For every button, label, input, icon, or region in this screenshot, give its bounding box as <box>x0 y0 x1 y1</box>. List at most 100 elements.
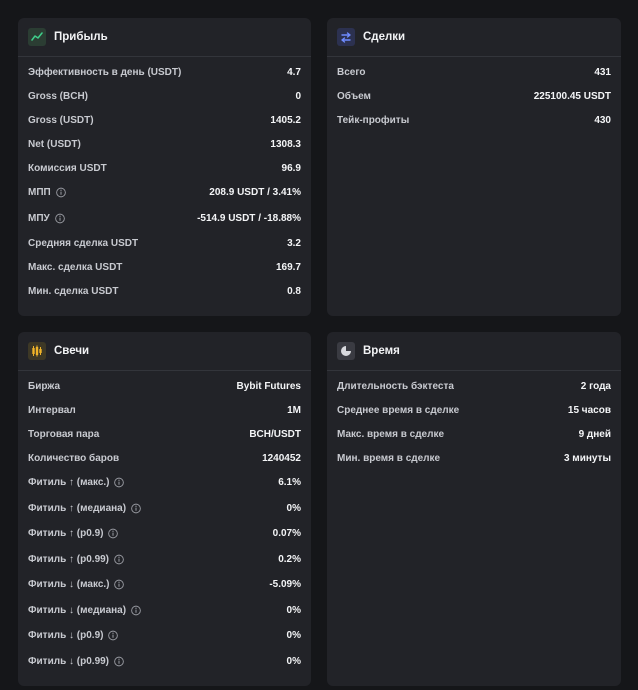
stat-label: Фитиль ↑ (медиана) <box>28 503 141 514</box>
stat-value: 225100.45 USDT <box>533 90 611 102</box>
stat-value: 0% <box>286 630 301 642</box>
stat-label-text: Фитиль ↑ (p0.9) <box>28 528 104 540</box>
stat-row: Биржа Bybit Futures <box>18 374 311 398</box>
info-icon[interactable] <box>55 187 66 198</box>
stat-row: Фитиль ↓ (медиана) 0% <box>18 598 311 624</box>
time-rows: Длительность бэктеста 2 года Среднее время… <box>327 371 621 470</box>
stat-label-text: Gross (BCH) <box>28 90 89 102</box>
stat-label: Макс. время в сделке <box>337 429 444 440</box>
info-icon[interactable] <box>108 528 119 539</box>
stat-row: Объем 225100.45 USDT <box>327 84 621 108</box>
stat-value: 430 <box>594 114 611 126</box>
stat-label: Торговая пара <box>28 429 99 440</box>
profit-title: Прибыль <box>54 31 108 43</box>
stat-label-text: Фитиль ↑ (медиана) <box>28 502 127 514</box>
stat-row: Фитиль ↓ (p0.9) 0% <box>18 623 311 649</box>
stat-label: Количество баров <box>28 453 119 464</box>
stat-row: Gross (BCH) 0 <box>18 84 311 108</box>
stat-value: 9 дней <box>578 428 611 440</box>
stat-row: Мин. сделка USDT 0.8 <box>18 279 311 303</box>
stat-label-text: Мин. время в сделке <box>337 452 441 464</box>
stat-label: Фитиль ↑ (p0.9) <box>28 528 119 540</box>
stat-label-text: Макс. сделка USDT <box>28 261 123 273</box>
stat-label: Фитиль ↑ (p0.99) <box>28 554 124 565</box>
stat-label: Мин. время в сделке <box>337 453 440 464</box>
stat-label-text: Фитиль ↓ (медиана) <box>28 604 127 616</box>
stat-label-text: Тейк-профиты <box>337 114 410 126</box>
info-icon[interactable] <box>114 656 124 667</box>
stat-row: Фитиль ↓ (p0.99) 0% <box>18 649 311 675</box>
stat-value: Bybit Futures <box>236 380 301 392</box>
stat-row: Фитиль ↑ (макс.) 6.1% <box>18 470 311 496</box>
info-icon[interactable] <box>114 477 125 488</box>
stat-row: Фитиль ↑ (p0.9) 0.07% <box>18 521 311 547</box>
time-card: Время Длительность бэктеста 2 года Среднее… <box>327 332 621 686</box>
stat-row: Комиссия USDT 96.9 <box>18 156 311 180</box>
candles-card-header: Свечи <box>18 332 311 371</box>
stat-label-text: Торговая пара <box>28 428 100 440</box>
stat-value: 169.7 <box>275 261 301 273</box>
stat-value: 2 года <box>580 380 611 392</box>
stat-value: 0.07% <box>272 528 301 540</box>
stat-value: 0.8 <box>287 285 301 297</box>
stat-label-text: Интервал <box>28 404 76 416</box>
stat-row: Среднее время в сделке 15 часов <box>327 398 621 422</box>
profit-rows: Эффективность в день (USDT) 4.7 Gross (BCH… <box>18 57 311 303</box>
info-icon[interactable] <box>108 630 119 641</box>
stat-row: Интервал 1M <box>18 398 311 422</box>
stat-label: МПП <box>28 187 66 198</box>
stat-label-text: Макс. время в сделке <box>337 428 445 440</box>
stat-label: Средняя сделка USDT <box>28 238 138 249</box>
stat-value: 1M <box>287 404 301 416</box>
deals-title: Сделки <box>363 31 406 43</box>
stat-value: 0 <box>295 90 301 102</box>
stat-value: 208.9 USDT / 3.41% <box>209 187 301 199</box>
stat-row: Gross (USDT) 1405.2 <box>18 108 311 132</box>
stat-label-text: Фитиль ↓ (макс.) <box>28 579 110 591</box>
stat-label-text: Фитиль ↑ (p0.99) <box>28 553 110 565</box>
stat-label-text: Длительность бэктеста <box>337 380 454 392</box>
stat-label-text: Всего <box>337 66 366 78</box>
stat-label-text: Количество баров <box>28 452 120 464</box>
stat-value: 15 часов <box>567 404 611 416</box>
stat-value: 6.1% <box>278 477 301 489</box>
info-icon[interactable] <box>131 605 141 616</box>
deals-card: Сделки Всего 431 Объем 225100.45 USDT Тейк-п… <box>327 18 621 316</box>
stat-row: МПП 208.9 USDT / 3.41% <box>18 180 311 206</box>
stat-value: 3.2 <box>287 237 301 249</box>
stat-label: Фитиль ↓ (p0.9) <box>28 630 119 641</box>
stat-label: МПУ <box>28 213 65 224</box>
info-icon[interactable] <box>114 579 125 590</box>
stat-label-text: Gross (USDT) <box>28 114 94 126</box>
stat-row: Фитиль ↑ (p0.99) 0.2% <box>18 547 311 573</box>
profit-card-header: Прибыль <box>18 18 311 57</box>
stat-label: Тейк-профиты <box>337 115 409 126</box>
stat-label: Фитиль ↓ (макс.) <box>28 579 125 591</box>
stat-label: Всего <box>337 67 366 78</box>
stat-value: 1308.3 <box>270 138 301 150</box>
stat-label-text: Фитиль ↓ (p0.99) <box>28 655 110 667</box>
stat-value: 96.9 <box>281 162 301 174</box>
stat-label: Мин. сделка USDT <box>28 286 118 297</box>
stat-row: Макс. сделка USDT 169.7 <box>18 255 311 279</box>
stat-label: Длительность бэктеста <box>337 381 454 392</box>
profit-card: Прибыль Эффективность в день (USDT) 4.7 Gr… <box>18 18 311 316</box>
stat-label-text: МПУ <box>28 212 50 224</box>
stat-row: Net (USDT) 1308.3 <box>18 132 311 156</box>
stat-label-text: Комиссия USDT <box>28 162 107 174</box>
stat-row: Тейк-профиты 430 <box>327 108 621 132</box>
info-icon[interactable] <box>54 213 65 224</box>
stat-label: Интервал <box>28 405 76 416</box>
stat-value: 1240452 <box>262 452 301 464</box>
time-card-header: Время <box>327 332 621 371</box>
info-icon[interactable] <box>114 554 124 565</box>
info-icon[interactable] <box>131 503 141 514</box>
stat-value: 1405.2 <box>270 114 301 126</box>
stat-label-text: Объем <box>337 90 371 102</box>
stat-label: Фитиль ↑ (макс.) <box>28 477 125 489</box>
stat-value: 0.2% <box>278 553 301 565</box>
stat-row: Количество баров 1240452 <box>18 446 311 470</box>
stat-label-text: Фитиль ↑ (макс.) <box>28 477 110 489</box>
stat-value: 4.7 <box>287 66 301 78</box>
stat-label: Комиссия USDT <box>28 163 107 174</box>
